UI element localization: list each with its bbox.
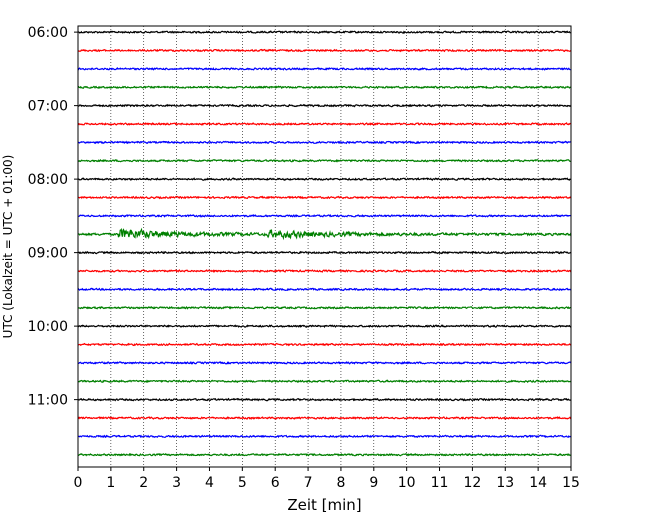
y-tick-label: 06:00 [28, 25, 68, 41]
grid-lines [77, 26, 572, 467]
trace-line [77, 379, 572, 384]
trace-line [77, 85, 572, 90]
trace-line [77, 30, 572, 34]
y-axis-label: UTC (Lokalzeit = UTC + 01:00) [1, 155, 15, 339]
trace-line [77, 287, 572, 292]
trace-line [77, 177, 572, 181]
trace-line [77, 361, 572, 365]
trace-line [77, 48, 572, 53]
y-axis-ticks: 06:00 07:00 08:00 09:00 10:00 11:00 [28, 25, 78, 409]
x-tick-label: 15 [562, 475, 580, 491]
x-tick-label: 5 [238, 475, 247, 491]
trace-line [77, 452, 571, 457]
x-tick-label: 12 [463, 475, 481, 491]
y-tick-label: 09:00 [28, 246, 68, 262]
trace-line [78, 158, 572, 163]
x-tick-label: 0 [74, 475, 83, 491]
x-tick-label: 11 [431, 475, 449, 491]
trace-line [77, 122, 572, 126]
trace-line [77, 67, 572, 71]
trace-line [77, 434, 572, 439]
trace-line [77, 397, 572, 402]
x-tick-label: 4 [205, 475, 214, 491]
trace-line [77, 416, 572, 420]
trace-line [78, 227, 572, 241]
trace-line [77, 342, 572, 347]
trace-series [77, 30, 572, 457]
x-tick-label: 6 [271, 475, 280, 491]
x-tick-label: 3 [172, 475, 181, 491]
trace-line [77, 214, 572, 218]
x-tick-label: 10 [398, 475, 416, 491]
x-tick-label: 9 [369, 475, 378, 491]
x-tick-label: 8 [336, 475, 345, 491]
x-tick-label: 14 [529, 475, 547, 491]
x-tick-label: 13 [496, 475, 514, 491]
trace-line [77, 140, 572, 145]
y-tick-label: 07:00 [28, 99, 68, 115]
trace-line [77, 305, 572, 310]
x-tick-label: 2 [139, 475, 148, 491]
y-tick-label: 10:00 [28, 319, 68, 335]
plot-frame [77, 25, 572, 468]
y-tick-label: 08:00 [28, 172, 68, 188]
y-tick-label: 11:00 [28, 393, 68, 409]
trace-line [77, 195, 572, 200]
trace-line [78, 103, 572, 108]
x-tick-label: 1 [106, 475, 115, 491]
trace-line [77, 324, 572, 329]
trace-line [77, 269, 572, 273]
x-tick-label: 7 [304, 475, 313, 491]
x-axis-label: Zeit [min] [287, 496, 361, 514]
trace-line [78, 250, 572, 255]
x-axis-ticks: 0 1 2 3 4 5 6 7 8 9 10 11 12 13 14 15 [74, 467, 580, 491]
